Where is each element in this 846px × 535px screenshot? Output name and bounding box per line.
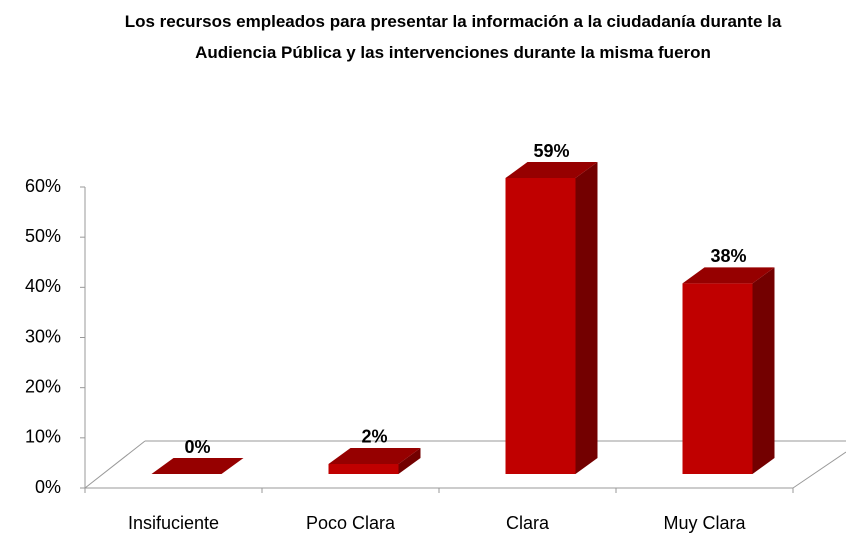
data-label: 2% [361,427,387,447]
floor-left [84,440,146,489]
x-tick-label: Insifuciente [128,513,219,533]
y-tick-label: 50% [25,226,61,246]
chart-title: Los recursos empleados para presentar la… [124,12,782,62]
bar-front [682,283,753,474]
y-tick-label: 30% [25,326,61,346]
bar-front [505,178,576,474]
floor-right [792,451,846,489]
bar [682,267,775,474]
x-tick-label: Clara [506,513,550,533]
y-tick-label: 20% [25,376,61,396]
data-label: 59% [533,141,569,161]
bar-side [752,267,775,474]
bar-side [575,162,598,474]
y-tick-label: 10% [25,427,61,447]
bar-side [398,447,421,474]
y-tick-label: 0% [35,477,61,497]
bar-top [151,458,244,474]
bar-top [682,267,775,284]
x-tick-label: Poco Clara [306,513,396,533]
bar-top [505,162,598,179]
bar [151,458,244,474]
bar [328,447,421,474]
data-label: 38% [710,246,746,266]
bar-top [328,447,421,464]
data-label: 0% [184,437,210,457]
x-tick-label: Muy Clara [663,513,746,533]
y-tick-label: 60% [25,176,61,196]
y-tick-label: 40% [25,276,61,296]
bar [505,162,598,474]
bar-front [328,463,399,474]
